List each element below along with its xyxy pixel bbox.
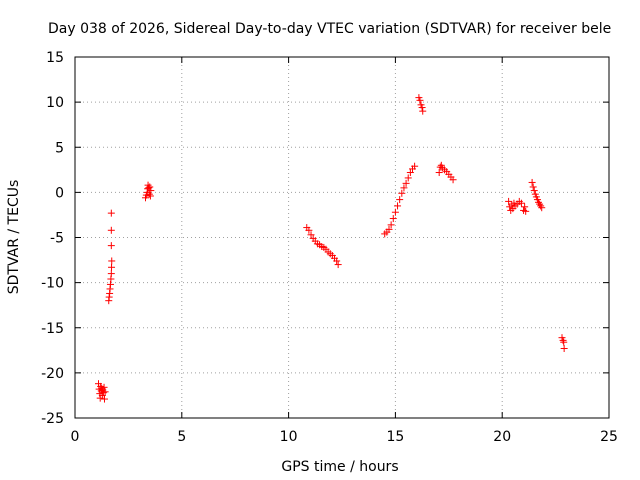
data-point xyxy=(387,221,395,229)
y-axis-label: SDTVAR / TECUs xyxy=(6,180,22,295)
data-point xyxy=(107,209,115,217)
data-point xyxy=(145,190,153,198)
data-point xyxy=(146,183,154,191)
y-tick-label: -20 xyxy=(41,366,64,382)
data-points xyxy=(94,94,568,403)
data-point xyxy=(108,263,116,271)
data-point xyxy=(396,196,404,204)
data-point xyxy=(411,162,419,170)
data-point xyxy=(334,261,342,269)
data-point xyxy=(529,183,537,191)
data-point xyxy=(505,197,513,205)
grid-layer xyxy=(75,57,609,418)
data-point xyxy=(100,395,108,403)
data-point xyxy=(530,187,538,195)
y-tick-label: -10 xyxy=(41,276,64,292)
data-point xyxy=(398,189,406,197)
y-tick-label: 15 xyxy=(46,50,64,66)
data-point xyxy=(389,215,397,223)
data-point xyxy=(560,345,568,353)
x-tick-label: 25 xyxy=(600,429,618,445)
data-point xyxy=(419,107,427,115)
data-point xyxy=(99,389,107,397)
y-tick-label: 5 xyxy=(55,140,64,156)
data-point xyxy=(400,184,408,192)
x-tick-label: 0 xyxy=(71,429,80,445)
data-point xyxy=(538,204,546,212)
data-point xyxy=(147,187,155,195)
data-point xyxy=(402,179,410,187)
data-point xyxy=(107,242,115,250)
ticks-layer: 0 5 10 15 20 25 -25 -20 -15 -10 -5 0 5 10 15 xyxy=(41,50,618,445)
data-point xyxy=(404,174,412,182)
data-point xyxy=(97,382,105,390)
data-point xyxy=(333,257,341,265)
chart-title: Day 038 of 2026, Sidereal Day-to-day VTE… xyxy=(48,21,611,37)
data-point xyxy=(305,226,313,234)
data-point xyxy=(416,96,424,104)
data-point xyxy=(100,383,108,391)
data-point xyxy=(107,226,115,234)
y-tick-label: -5 xyxy=(50,231,64,247)
x-tick-label: 20 xyxy=(493,429,511,445)
data-point xyxy=(385,225,393,233)
data-point xyxy=(101,388,109,396)
data-point xyxy=(536,200,544,208)
data-point xyxy=(435,169,443,177)
data-point xyxy=(528,178,536,186)
data-point xyxy=(107,270,115,278)
y-tick-label: 0 xyxy=(55,185,64,201)
data-point xyxy=(517,199,525,207)
data-point xyxy=(522,207,530,215)
x-tick-label: 15 xyxy=(386,429,404,445)
y-tick-label: -15 xyxy=(41,321,64,337)
x-tick-label: 10 xyxy=(280,429,298,445)
data-point xyxy=(108,257,116,265)
x-axis-label: GPS time / hours xyxy=(281,459,398,475)
data-point xyxy=(449,176,457,184)
x-tick-label: 5 xyxy=(177,429,186,445)
y-tick-label: 10 xyxy=(46,95,64,111)
data-point xyxy=(394,202,402,210)
data-point xyxy=(521,203,529,211)
data-point xyxy=(537,202,545,210)
data-point xyxy=(406,169,414,177)
data-point xyxy=(560,338,568,346)
data-point xyxy=(535,198,543,206)
data-point xyxy=(559,336,567,344)
y-tick-label: -25 xyxy=(41,411,64,427)
data-point xyxy=(391,208,399,216)
data-point xyxy=(307,231,315,239)
data-point xyxy=(418,104,426,112)
